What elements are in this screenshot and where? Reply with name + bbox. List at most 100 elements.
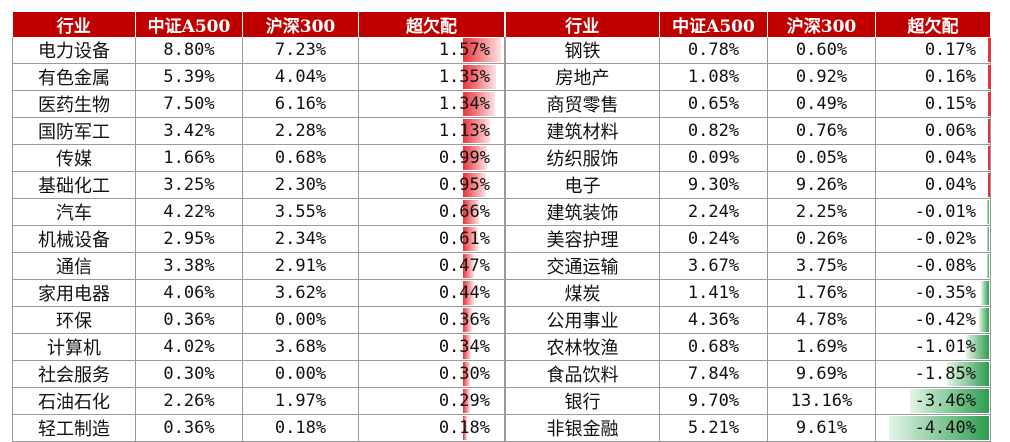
- hs300-cell: 0.76%: [767, 117, 876, 145]
- overweight-value: -3.46%: [914, 391, 976, 411]
- overweight-bar: [987, 200, 989, 224]
- hs300-cell: 0.00%: [242, 360, 359, 388]
- overweight-cell: 0.17%: [875, 37, 991, 64]
- industry-cell: 建筑装饰: [505, 198, 660, 226]
- hs300-cell: 0.00%: [242, 306, 359, 334]
- industry-cell: 食品饮料: [505, 360, 660, 388]
- hs300-cell: 3.62%: [242, 279, 359, 307]
- overweight-cell: 0.47%: [358, 252, 505, 280]
- table-row: 医药生物 7.50% 6.16% 1.34%: [12, 90, 505, 118]
- a500-cell: 9.30%: [659, 171, 768, 199]
- overweight-bar: [463, 119, 490, 143]
- industry-cell: 煤炭: [505, 279, 660, 307]
- overweight-value: 0.61%: [438, 229, 490, 249]
- overweight-cell: -1.01%: [875, 333, 991, 361]
- overweight-bar: [463, 416, 467, 440]
- hs300-cell: 0.05%: [767, 144, 876, 172]
- overweight-bar: [987, 254, 989, 278]
- overweight-cell: 0.18%: [358, 414, 505, 442]
- overweight-value: -0.42%: [914, 310, 976, 330]
- table-row: 国防军工 3.42% 2.28% 1.13%: [12, 117, 505, 145]
- overweight-cell: 0.99%: [358, 144, 505, 172]
- a500-cell: 0.36%: [135, 306, 243, 334]
- overweight-cell: 1.57%: [358, 37, 505, 64]
- a500-cell: 0.30%: [135, 360, 243, 388]
- table-row: 通信 3.38% 2.91% 0.47%: [12, 252, 505, 280]
- hs300-cell: 0.18%: [242, 414, 359, 442]
- a500-cell: 3.25%: [135, 171, 243, 199]
- overweight-bar: [988, 38, 991, 62]
- hs300-cell: 2.34%: [242, 225, 359, 253]
- hs300-cell: 2.30%: [242, 171, 359, 199]
- a500-cell: 0.36%: [135, 414, 243, 442]
- industry-cell: 轻工制造: [12, 414, 136, 442]
- industry-weight-comparison: 行业 中证A500 沪深300 超欠配 电力设备 8.80% 7.23% 1.57% 有…: [12, 12, 991, 442]
- overweight-bar: [463, 308, 472, 332]
- a500-cell: 0.82%: [659, 117, 768, 145]
- a500-cell: 1.41%: [659, 279, 768, 307]
- table-row: 汽车 4.22% 3.55% 0.66%: [12, 198, 505, 226]
- overweight-value: 0.95%: [438, 175, 490, 195]
- a500-cell: 5.21%: [659, 414, 768, 442]
- hs300-cell: 1.69%: [767, 333, 876, 361]
- table-row: 社会服务 0.30% 0.00% 0.30%: [12, 360, 505, 388]
- overweight-value: 0.16%: [924, 67, 976, 87]
- overweight-value: -0.02%: [914, 229, 976, 249]
- overweight-value: 0.30%: [438, 364, 490, 384]
- overweight-value: 0.29%: [438, 391, 490, 411]
- overweight-bar: [463, 92, 495, 116]
- a500-cell: 4.36%: [659, 306, 768, 334]
- overweight-bar: [463, 65, 496, 89]
- industry-cell: 银行: [505, 387, 660, 415]
- overweight-bar: [988, 146, 990, 170]
- overweight-cell: 0.04%: [875, 144, 991, 172]
- table-row: 美容护理 0.24% 0.26% -0.02%: [505, 225, 991, 253]
- hs300-cell: 0.92%: [767, 63, 876, 91]
- hs300-cell: 0.60%: [767, 37, 876, 64]
- industry-cell: 医药生物: [12, 90, 136, 118]
- overweight-value: -1.01%: [914, 337, 976, 357]
- overweight-cell: 0.06%: [875, 117, 991, 145]
- a500-cell: 3.38%: [135, 252, 243, 280]
- a500-cell: 4.06%: [135, 279, 243, 307]
- overweight-value: 0.44%: [438, 283, 490, 303]
- table-row: 银行 9.70% 13.16% -3.46%: [505, 387, 991, 415]
- header-overweight: 超欠配: [875, 12, 991, 37]
- table-row: 钢铁 0.78% 0.60% 0.17%: [505, 37, 991, 64]
- overweight-value: 1.35%: [438, 67, 490, 87]
- overweight-cell: -0.42%: [875, 306, 991, 334]
- overweight-bar: [988, 65, 991, 89]
- hs300-cell: 2.25%: [767, 198, 876, 226]
- industry-cell: 基础化工: [12, 171, 136, 199]
- overweight-cell: 0.29%: [358, 387, 505, 415]
- hs300-cell: 9.69%: [767, 360, 876, 388]
- table-row: 有色金属 5.39% 4.04% 1.35%: [12, 63, 505, 91]
- table-row: 食品饮料 7.84% 9.69% -1.85%: [505, 360, 991, 388]
- overweight-cell: -0.35%: [875, 279, 991, 307]
- table-row: 轻工制造 0.36% 0.18% 0.18%: [12, 414, 505, 442]
- overweight-value: -0.08%: [914, 256, 976, 276]
- overweight-bar: [463, 38, 501, 62]
- a500-cell: 8.80%: [135, 37, 243, 64]
- hs300-cell: 7.23%: [242, 37, 359, 64]
- overweight-value: 0.15%: [924, 94, 976, 114]
- overweight-bar: [463, 254, 474, 278]
- industry-cell: 汽车: [12, 198, 136, 226]
- industry-cell: 非银金融: [505, 414, 660, 442]
- table-row: 商贸零售 0.65% 0.49% 0.15%: [505, 90, 991, 118]
- overweight-bar: [966, 335, 989, 359]
- overweight-cell: 0.44%: [358, 279, 505, 307]
- overweight-cell: -4.40%: [875, 414, 991, 442]
- industry-cell: 建筑材料: [505, 117, 660, 145]
- hs300-cell: 9.61%: [767, 414, 876, 442]
- table-row: 电子 9.30% 9.26% 0.04%: [505, 171, 991, 199]
- a500-cell: 4.02%: [135, 333, 243, 361]
- a500-cell: 7.50%: [135, 90, 243, 118]
- industry-cell: 通信: [12, 252, 136, 280]
- table-row: 建筑材料 0.82% 0.76% 0.06%: [505, 117, 991, 145]
- overweight-value: 0.36%: [438, 310, 490, 330]
- overweight-bar: [463, 281, 474, 305]
- header-a500: 中证A500: [135, 12, 243, 37]
- industry-cell: 农林牧渔: [505, 333, 660, 361]
- hs300-cell: 2.28%: [242, 117, 359, 145]
